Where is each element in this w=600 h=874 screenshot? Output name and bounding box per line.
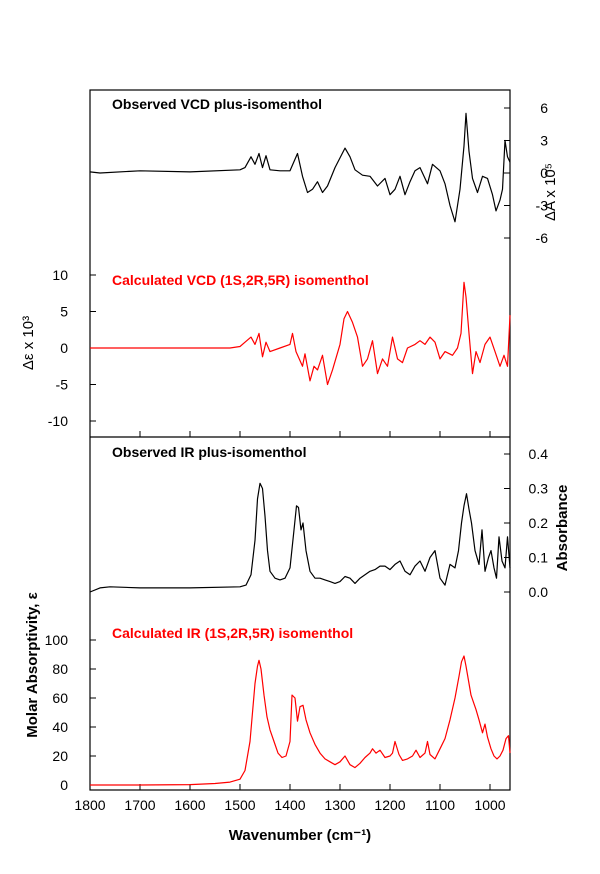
x-tick-label: 1300	[324, 797, 355, 813]
y-tick-label: 10	[52, 267, 68, 283]
y-tick-label: 0	[60, 340, 68, 356]
axis-ticks: 1800 1700 1600 1500 1400 1300 1200 1100 1000630-…	[45, 100, 549, 813]
y-tick-label: 60	[52, 690, 68, 706]
x-tick-label: 1600	[174, 797, 205, 813]
y-tick-label: -10	[48, 413, 68, 429]
observed-vcd-line	[89, 112, 511, 223]
y-tick-label: 3	[540, 133, 548, 149]
y-tick-label: 0.1	[529, 550, 549, 566]
calculated-ir-title: Calculated IR (1S,2R,5R) isomenthol	[112, 625, 353, 641]
y-tick-label: 0	[540, 165, 548, 181]
vcd-left-axis-title: Δε x 10³	[20, 316, 37, 370]
ir-left-axis-title: Molar Absorptivity, ε	[24, 592, 41, 737]
y-tick-label: 0.4	[529, 446, 549, 462]
y-tick-label: 0	[60, 777, 68, 793]
y-tick-label: 0.2	[529, 515, 549, 531]
observed-ir-title: Observed IR plus-isomenthol	[112, 444, 306, 460]
x-axis-title: Wavenumber (cm⁻¹)	[229, 827, 371, 844]
y-tick-label: -6	[536, 230, 549, 246]
observed-vcd-title: Observed VCD plus-isomenthol	[112, 96, 322, 112]
calculated-ir-line	[90, 655, 511, 786]
y-tick-label: -5	[56, 377, 69, 393]
plot-frame	[89, 89, 511, 791]
spectra-lines	[89, 112, 511, 786]
x-tick-label: 1700	[124, 797, 155, 813]
calculated-vcd-line	[90, 281, 511, 386]
vcd-right-axis-title: ΔA x 10⁵	[542, 163, 559, 221]
y-tick-label: 5	[60, 304, 68, 320]
x-tick-label: 1800	[74, 797, 105, 813]
y-tick-label: 100	[45, 632, 69, 648]
calculated-vcd-title: Calculated VCD (1S,2R,5R) isomenthol	[112, 272, 369, 288]
x-tick-label: 1500	[224, 797, 255, 813]
y-tick-label: -3	[536, 198, 549, 214]
x-tick-label: 1200	[374, 797, 405, 813]
ir-right-axis-title: Absorbance	[554, 485, 571, 572]
y-tick-label: 80	[52, 661, 68, 677]
y-tick-label: 40	[52, 719, 68, 735]
y-tick-label: 0.3	[529, 481, 549, 497]
y-tick-label: 6	[540, 100, 548, 116]
y-tick-label: 20	[52, 748, 68, 764]
observed-ir-line	[89, 482, 511, 593]
x-tick-label: 1400	[274, 797, 305, 813]
x-tick-label: 1100	[425, 797, 455, 813]
x-tick-label: 1000	[474, 797, 505, 813]
y-tick-label: 0.0	[529, 584, 549, 600]
